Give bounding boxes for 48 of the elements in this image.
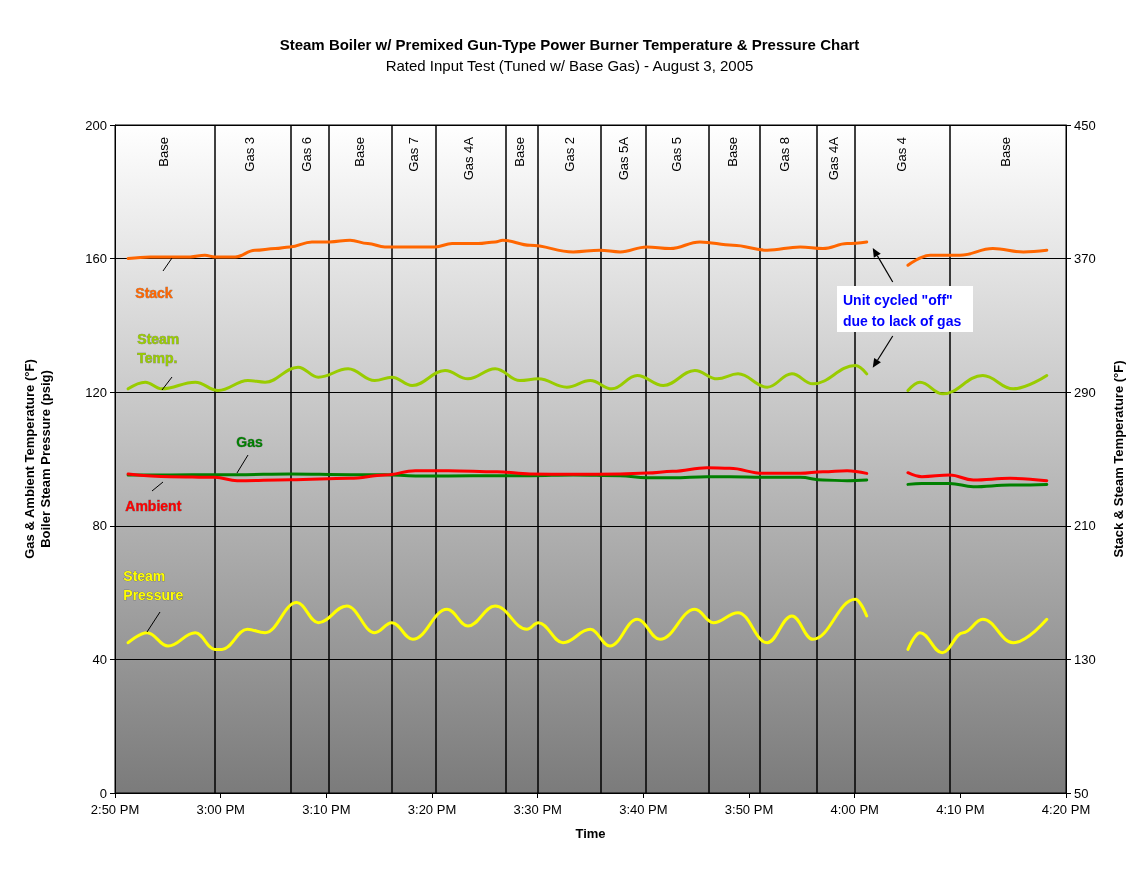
y2-tick-label: 130 xyxy=(1074,651,1096,667)
x-tick-label: 4:20 PM xyxy=(1041,802,1091,817)
annotation: Base xyxy=(724,137,740,167)
series-label: Gas xyxy=(236,433,263,450)
y2-tick-label: 210 xyxy=(1074,518,1096,534)
x-tick-label: 3:40 PM xyxy=(619,802,668,817)
series-label: Steam Temp. xyxy=(137,330,184,366)
y2-tick-label: 50 xyxy=(1074,785,1089,801)
y-tick-label: 40 xyxy=(92,651,107,667)
x-axis-title: Time xyxy=(575,825,606,841)
series-label: Stack xyxy=(135,284,173,301)
text: Steam Pressure xyxy=(123,567,184,603)
x-tick-label: 3:10 PM xyxy=(302,802,351,817)
y2-tick-label: 370 xyxy=(1074,251,1096,267)
x-tick-label: 2:50 PM xyxy=(90,802,140,817)
chart-title: Steam Boiler w/ Premixed Gun-Type Power Burner Temperature & Pressure Chart xyxy=(279,36,860,53)
annotation: Base xyxy=(352,137,368,167)
y2-tick-label: 450 xyxy=(1074,117,1096,133)
annotation: Gas 6 xyxy=(299,137,315,172)
x-tick-label: 4:00 PM xyxy=(830,802,879,817)
annotation: Gas 3 xyxy=(242,137,258,172)
x-tick-label: 3:20 PM xyxy=(407,802,457,817)
series-label: Ambient xyxy=(125,497,182,514)
annotation: Base xyxy=(512,137,528,167)
annotation: Gas 8 xyxy=(776,137,792,172)
chart-subtitle: Rated Input Test (Tuned w/ Base Gas) - August 3, 2005 xyxy=(385,57,754,74)
x-tick-label: 3:30 PM xyxy=(513,802,562,817)
x-tick-label: 3:00 PM xyxy=(196,802,245,817)
annotation: Gas 4A xyxy=(826,136,842,181)
annotation: Gas 4A xyxy=(461,136,477,181)
y-tick-label: 120 xyxy=(85,384,107,400)
annotation: Base xyxy=(998,137,1014,167)
y2-tick-label: 290 xyxy=(1074,384,1096,400)
annotation: Base xyxy=(155,137,171,167)
annotation: Unit cycled "off" due to lack of gas xyxy=(843,291,962,329)
annotation: Gas 5 xyxy=(669,137,685,172)
annotation: Gas 2 xyxy=(562,137,578,172)
y-tick-label: 200 xyxy=(85,117,107,133)
y-tick-label: 80 xyxy=(92,518,107,534)
x-tick-label: 4:10 PM xyxy=(936,802,985,817)
x-tick-label: 3:50 PM xyxy=(724,802,774,817)
y-axis-title: Gas & Ambient Temperature (°F) Boiler Steam Pressure (psig) xyxy=(21,359,53,559)
annotation: Gas 4 xyxy=(893,137,909,172)
y-tick-label: 0 xyxy=(99,785,107,801)
annotation: Gas 5A xyxy=(615,136,631,181)
annotation: Gas 7 xyxy=(406,137,422,172)
y-tick-label: 160 xyxy=(85,251,107,267)
y2-axis-title: Stack & Steam Temperature (°F) xyxy=(1110,360,1126,558)
